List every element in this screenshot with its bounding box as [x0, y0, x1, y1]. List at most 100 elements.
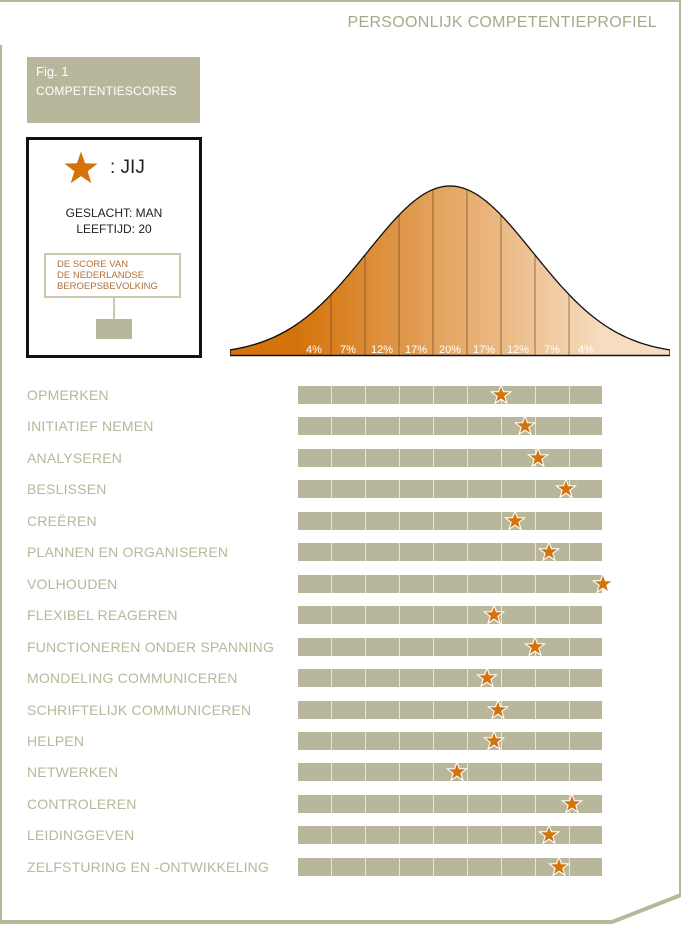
bar-divider [433, 606, 434, 625]
bar-divider [569, 606, 570, 625]
bar-divider [399, 826, 400, 845]
bar-divider [467, 700, 468, 719]
bar-divider [501, 857, 502, 876]
bar-divider [365, 763, 366, 782]
bar-divider [433, 763, 434, 782]
figure-title: COMPETENTIESCORES [36, 84, 177, 98]
score-bar [297, 542, 603, 563]
bar-divider [399, 606, 400, 625]
star-icon [554, 478, 577, 499]
bar-divider [365, 794, 366, 813]
bar-divider [331, 606, 332, 625]
bar-divider [433, 731, 434, 750]
star-icon [561, 792, 584, 814]
bar-divider [467, 606, 468, 625]
bar-divider [433, 386, 434, 404]
bar-divider [331, 794, 332, 813]
star-icon [483, 729, 506, 751]
star-icon [486, 698, 509, 720]
bar-divider [365, 826, 366, 845]
bar-divider [535, 731, 536, 750]
bar-divider [331, 731, 332, 750]
figure-label: Fig. 1 [36, 64, 69, 79]
star-icon [537, 541, 560, 562]
score-bar [297, 385, 603, 405]
bar-divider [399, 480, 400, 499]
bar-divider [331, 700, 332, 719]
bar-divider [569, 763, 570, 782]
competency-label: CREËREN [27, 512, 97, 529]
bar-divider [501, 606, 502, 625]
bar-divider [331, 386, 332, 404]
score-bar [297, 636, 603, 657]
bar-divider [467, 543, 468, 562]
curve-segment-label: 17% [473, 344, 495, 356]
bar-divider [331, 448, 332, 467]
curve-segment-label: 20% [439, 344, 461, 356]
bar-divider [569, 511, 570, 530]
competency-label: PLANNEN EN ORGANISEREN [27, 544, 229, 561]
bar-divider [331, 637, 332, 656]
curve-segment-label: 12% [371, 344, 393, 356]
score-bar [297, 668, 603, 689]
star-icon [490, 384, 512, 405]
score-bar [297, 510, 603, 531]
page-title: PERSOONLIJK COMPETENTIEPROFIEL [347, 14, 657, 31]
population-line: BEROEPSBEVOLKING [57, 281, 158, 292]
bar-divider [535, 826, 536, 845]
bar-divider [535, 700, 536, 719]
bar-divider [399, 669, 400, 688]
bar-divider [433, 826, 434, 845]
star-icon [64, 151, 98, 184]
bar-divider [433, 511, 434, 530]
bar-divider [569, 574, 570, 593]
bar-divider [535, 543, 536, 562]
bar-divider [535, 386, 536, 404]
bar-divider [331, 826, 332, 845]
bar-divider [331, 669, 332, 688]
score-bar [297, 762, 603, 783]
bar-divider [535, 480, 536, 499]
population-line: DE NEDERLANDSE [57, 270, 145, 281]
bar-divider [399, 511, 400, 530]
bar-divider [535, 511, 536, 530]
bar-divider [467, 763, 468, 782]
curve-segment-label: 7% [340, 344, 356, 356]
bar-divider [399, 417, 400, 436]
bar-divider [433, 794, 434, 813]
bar-divider [331, 574, 332, 593]
star-icon [524, 635, 546, 657]
bar-divider [501, 637, 502, 656]
bar-divider [399, 794, 400, 813]
bar-divider [535, 794, 536, 813]
bar-divider [331, 511, 332, 530]
bar-divider [569, 637, 570, 656]
legend-connector [113, 298, 115, 319]
bar-divider [467, 480, 468, 499]
score-bar [297, 605, 603, 626]
bar-divider [365, 448, 366, 467]
bar-divider [467, 731, 468, 750]
bar-divider [501, 448, 502, 467]
competency-label: FLEXIBEL REAGEREN [27, 607, 178, 624]
score-bar [297, 416, 603, 437]
bar-divider [433, 417, 434, 436]
bar-divider [365, 637, 366, 656]
score-bar [297, 793, 603, 814]
curve-segment-label: 7% [544, 344, 560, 356]
bar-divider [365, 417, 366, 436]
bar-divider [501, 826, 502, 845]
bar-divider [467, 826, 468, 845]
competency-label: SCHRIFTELIJK COMMUNICEREN [27, 701, 252, 718]
star-icon [503, 509, 526, 531]
bar-divider [433, 669, 434, 688]
bar-divider [331, 857, 332, 876]
star-icon [537, 824, 560, 845]
bar-divider [399, 448, 400, 467]
bar-divider [535, 417, 536, 436]
score-bar [297, 856, 603, 877]
bar-divider [331, 417, 332, 436]
bar-divider [501, 574, 502, 593]
bar-divider [433, 543, 434, 562]
